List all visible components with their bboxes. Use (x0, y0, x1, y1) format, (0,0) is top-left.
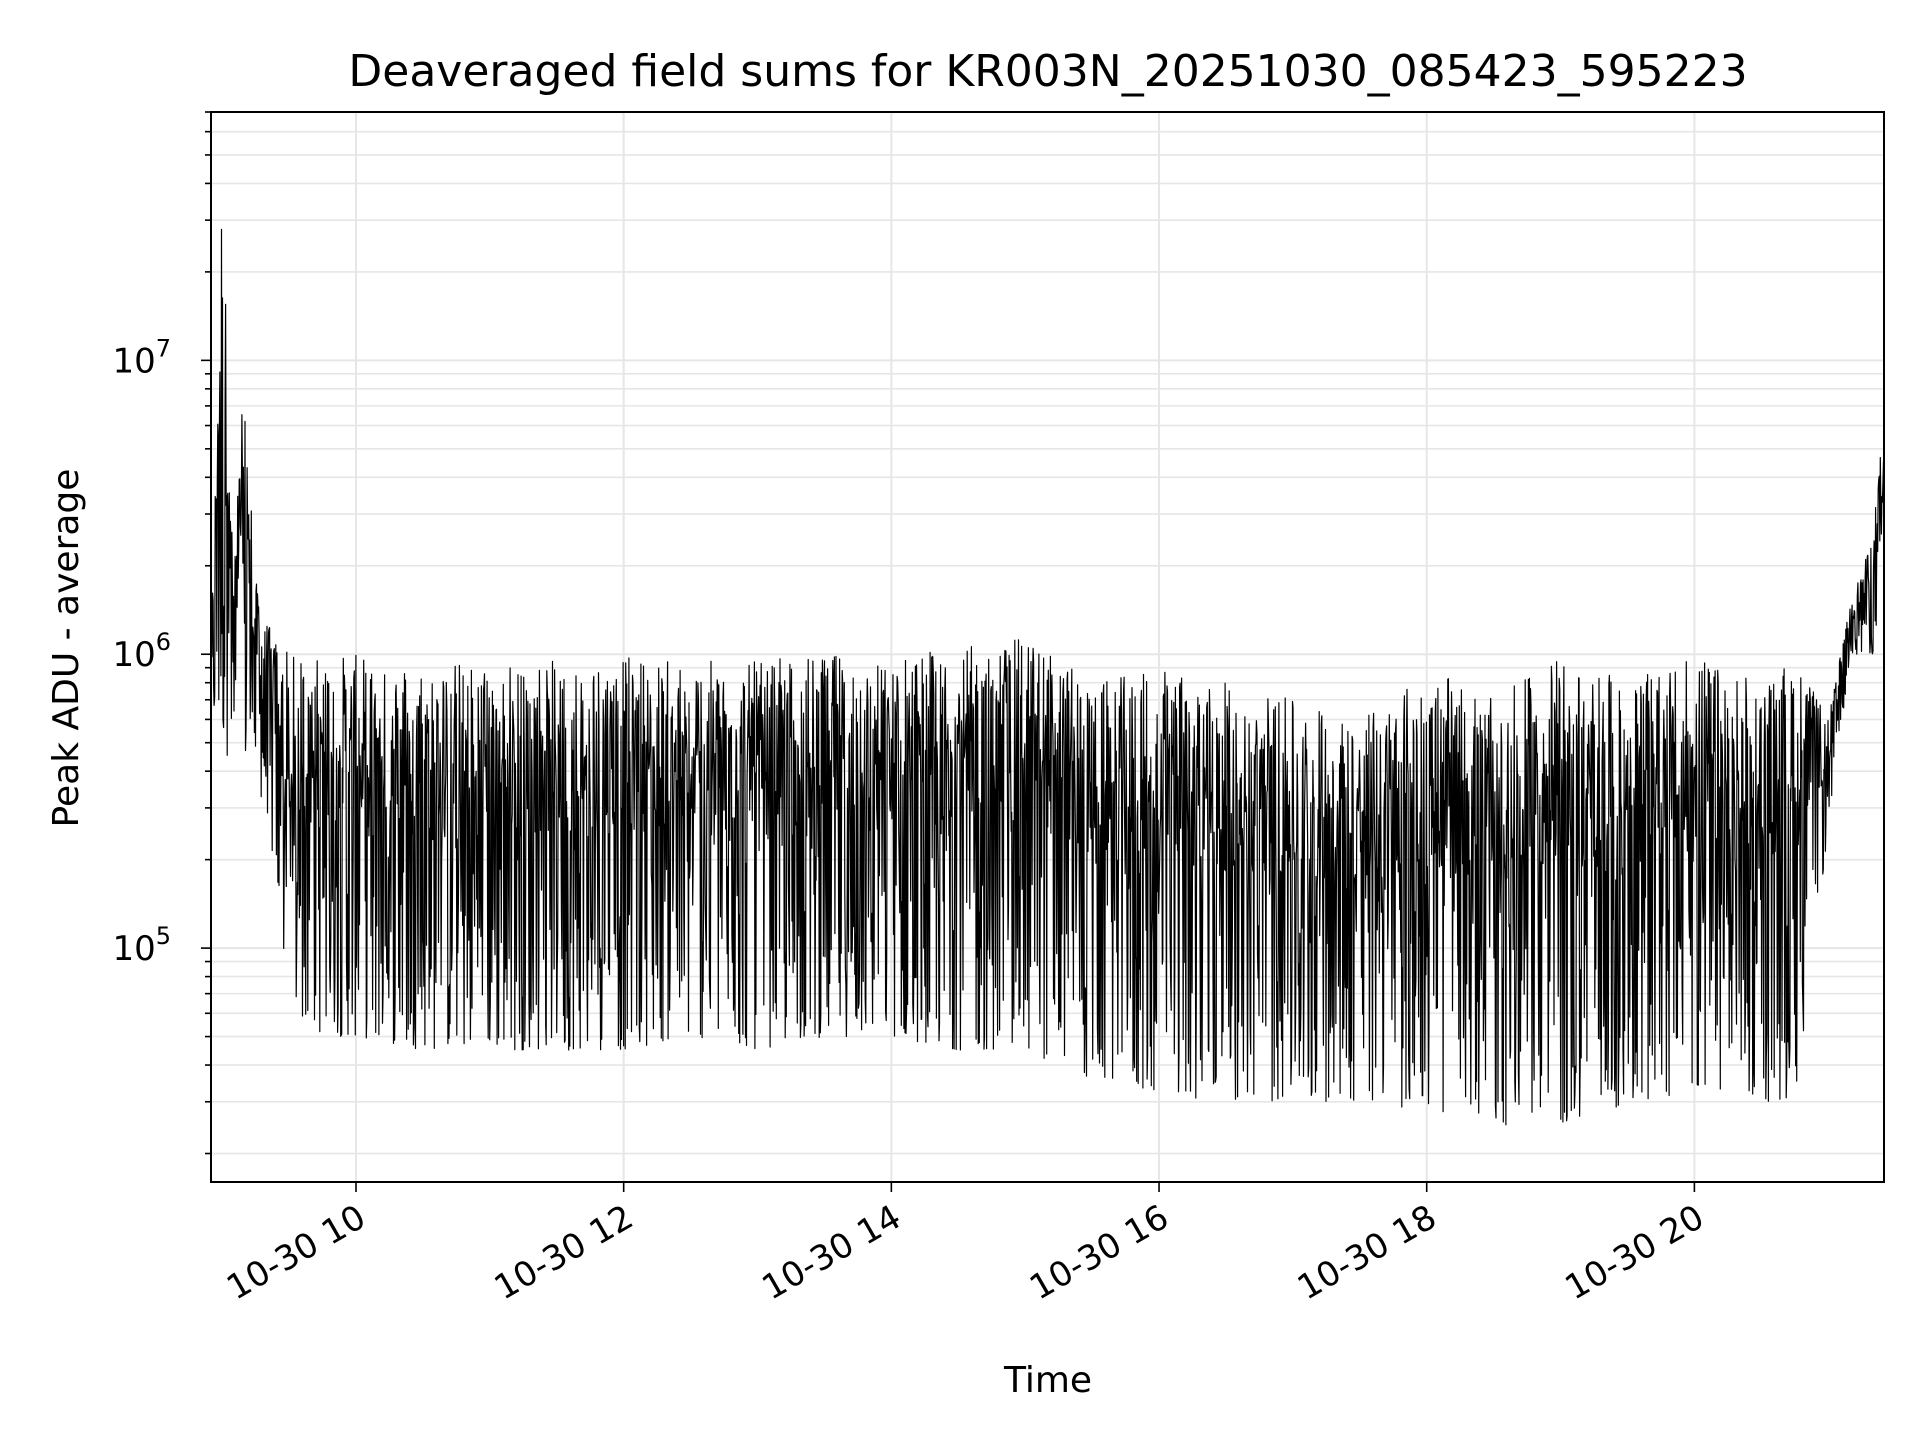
plot-frame (210, 111, 1885, 1183)
y-tick-exponent: 7 (156, 334, 171, 362)
y-tick-label: 107 (112, 334, 171, 381)
y-tick-exponent: 5 (156, 922, 171, 950)
data-series-layer (210, 228, 1885, 1126)
chart-title: Deaveraged field sums for KR003N_2025103… (348, 46, 1747, 97)
y-tick-exponent: 6 (156, 628, 171, 656)
y-tick-label: 106 (112, 628, 171, 675)
series-line (210, 228, 1885, 1126)
x-axis-label: Time (1003, 1360, 1092, 1401)
y-tick-base: 10 (112, 929, 155, 969)
y-tick-label: 105 (112, 922, 171, 969)
y-tick-base: 10 (112, 635, 155, 675)
y-tick-base: 10 (112, 341, 155, 381)
y-axis-label: Peak ADU - average (46, 469, 87, 828)
